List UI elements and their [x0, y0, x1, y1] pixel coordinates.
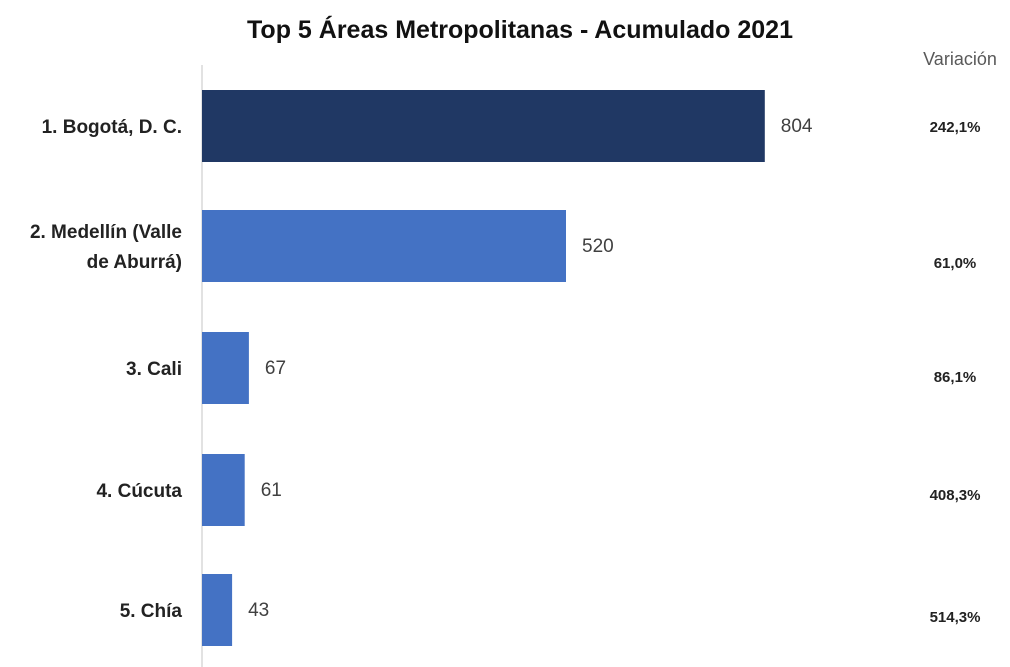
category-label-line: de Aburrá) [87, 252, 182, 273]
category-label-2: 2. Medellín (Valle de Aburrá) [30, 222, 182, 273]
variation-value-1: 242,1% [930, 119, 981, 136]
category-label-3: 3. Cali [126, 359, 182, 380]
bar-3 [202, 332, 249, 404]
variation-value-3: 86,1% [934, 369, 977, 386]
category-label-4: 4. Cúcuta [96, 481, 182, 502]
variation-value-2: 61,0% [934, 255, 977, 272]
bar-1 [202, 90, 765, 162]
variation-value-4: 408,3% [930, 487, 981, 504]
chart-title: Top 5 Áreas Metropolitanas - Acumulado 2… [247, 15, 793, 44]
category-label-line: 5. Chía [120, 601, 183, 622]
bar-4 [202, 454, 245, 526]
category-label-line: 2. Medellín (Valle [30, 222, 182, 243]
variation-value-5: 514,3% [930, 609, 981, 626]
value-label-1: 804 [781, 116, 813, 137]
variation-header: Variación [923, 49, 997, 69]
bar-5 [202, 574, 233, 646]
value-label-5: 43 [248, 600, 269, 621]
category-label-1: 1. Bogotá, D. C. [42, 117, 182, 138]
labels-group: 804 1. Bogotá, D. C. 242,1% 520 2. Medellín … [30, 116, 981, 626]
category-label-line: 1. Bogotá, D. C. [42, 117, 182, 138]
value-label-2: 520 [582, 236, 614, 257]
category-label-line: 4. Cúcuta [96, 481, 182, 502]
value-label-4: 61 [261, 480, 282, 501]
bar-2 [202, 210, 566, 282]
bars-group [202, 90, 765, 646]
category-label-line: 3. Cali [126, 359, 182, 380]
category-label-5: 5. Chía [120, 601, 183, 622]
value-label-3: 67 [265, 358, 286, 379]
